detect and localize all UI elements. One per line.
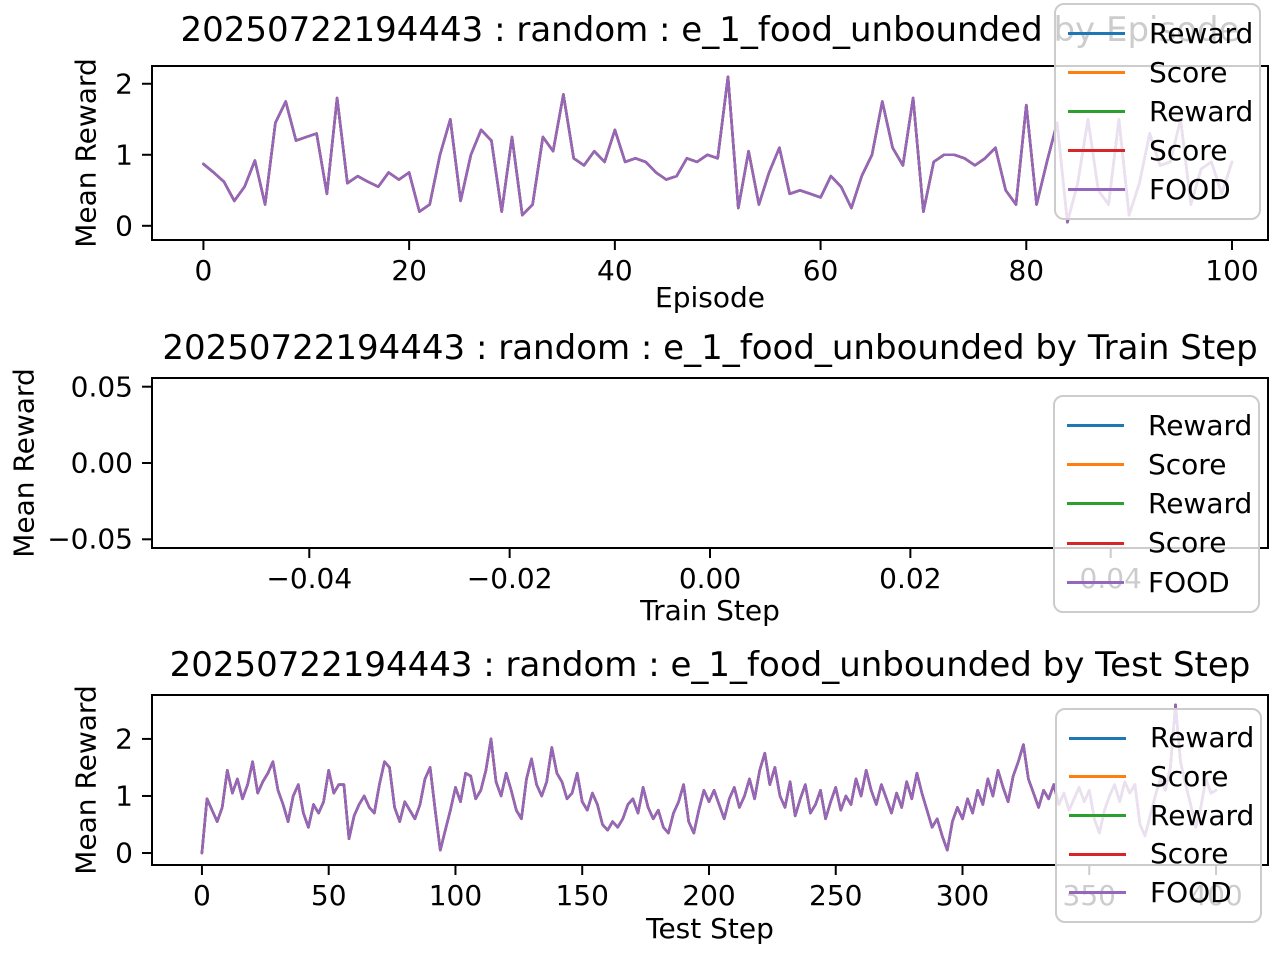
- legend-item: Reward: [1057, 798, 1260, 832]
- x-tick-label: 0: [193, 879, 211, 912]
- legend-item: Reward: [1055, 408, 1258, 442]
- legend-label: Reward: [1149, 16, 1254, 50]
- x-tick-label: 100: [428, 879, 483, 912]
- legend-line-swatch: [1068, 109, 1125, 113]
- legend-item: Score: [1057, 837, 1260, 871]
- legend-label: FOOD: [1149, 172, 1231, 206]
- chart-1-x-axis-label: Episode: [655, 281, 765, 314]
- legend-line-swatch: [1068, 188, 1125, 192]
- legend-label: Score: [1148, 526, 1227, 560]
- legend-item: FOOD: [1057, 876, 1260, 910]
- legend-line-swatch: [1068, 31, 1125, 35]
- chart-3-x-axis-label: Test Step: [646, 912, 774, 945]
- x-tick-label: 40: [597, 254, 633, 287]
- y-tick-label: 0.05: [70, 370, 133, 404]
- chart-2-legend: Reward Score Reward Score FOOD: [1053, 395, 1260, 613]
- legend-item: Score: [1056, 133, 1259, 167]
- legend-line-swatch: [1069, 813, 1126, 817]
- legend-line-swatch: [1069, 775, 1126, 779]
- legend-label: Score: [1150, 837, 1229, 871]
- chart-2-title: 20250722194443 : random : e_1_food_unbou…: [162, 328, 1258, 368]
- legend-label: FOOD: [1148, 565, 1230, 599]
- x-tick-label: 0: [194, 254, 213, 287]
- legend-line-swatch: [1069, 852, 1126, 856]
- y-tick-label: 1: [115, 138, 133, 172]
- legend-line-swatch: [1067, 424, 1124, 428]
- legend-label: Score: [1149, 133, 1228, 167]
- x-tick-label: 250: [809, 879, 863, 912]
- legend-label: Reward: [1150, 721, 1255, 755]
- x-tick-label: 300: [935, 879, 990, 912]
- legend-label: Reward: [1149, 94, 1254, 128]
- x-tick-label: 150: [555, 879, 609, 912]
- legend-item: Score: [1057, 762, 1260, 791]
- x-tick-label: 60: [802, 254, 839, 287]
- legend-item: Reward: [1057, 721, 1260, 755]
- x-tick-label: 80: [1008, 254, 1045, 287]
- legend-item: FOOD: [1055, 565, 1258, 599]
- y-tick-label: 0: [115, 209, 133, 243]
- chart-3-legend: Reward Score Reward Score FOOD: [1055, 708, 1262, 923]
- legend-line-swatch: [1068, 70, 1125, 74]
- x-tick-label: 20: [391, 254, 427, 287]
- legend-line-swatch: [1067, 580, 1124, 584]
- chart-3-title: 20250722194443 : random : e_1_food_unbou…: [169, 645, 1251, 685]
- legend-label: Score: [1149, 55, 1228, 89]
- x-tick-label: 0.02: [879, 562, 942, 595]
- legend-line-swatch: [1067, 541, 1124, 545]
- legend-item: Score: [1055, 526, 1258, 560]
- y-tick-label: 2: [115, 67, 133, 101]
- y-tick-label: −0.05: [47, 522, 133, 556]
- x-tick-label: 50: [310, 879, 347, 912]
- chart-1-plot-area: [151, 65, 1269, 241]
- legend-line-swatch: [1068, 149, 1125, 153]
- legend-line-swatch: [1067, 463, 1124, 467]
- legend-item: FOOD: [1056, 175, 1259, 204]
- x-tick-label: −0.02: [466, 562, 553, 595]
- legend-label: Reward: [1148, 408, 1253, 442]
- chart-1-legend: Reward Score Reward Score FOOD: [1054, 3, 1261, 220]
- legend-item: Reward: [1056, 94, 1259, 128]
- y-tick-label: 2: [115, 722, 133, 756]
- legend-label: FOOD: [1150, 876, 1232, 910]
- chart-3-plot-area: [151, 694, 1269, 866]
- x-tick-label: 0.00: [678, 562, 742, 595]
- legend-item: Reward: [1055, 487, 1258, 521]
- x-tick-label: 200: [682, 879, 736, 912]
- legend-item: Reward: [1056, 16, 1259, 50]
- y-tick-label: 0: [115, 836, 133, 870]
- legend-line-swatch: [1067, 502, 1124, 506]
- y-tick-label: 0.00: [70, 446, 133, 480]
- x-tick-label: 100: [1205, 254, 1259, 287]
- chart-2-x-axis-label: Train Step: [640, 594, 780, 627]
- legend-line-swatch: [1069, 736, 1126, 740]
- legend-label: Score: [1148, 448, 1227, 482]
- legend-label: Score: [1150, 760, 1229, 794]
- y-tick-label: 1: [115, 779, 133, 813]
- x-tick-label: −0.04: [266, 562, 353, 595]
- legend-label: Reward: [1148, 487, 1253, 521]
- food-line: [200, 703, 1218, 855]
- legend-label: Reward: [1150, 798, 1255, 832]
- legend-item: Score: [1055, 450, 1258, 479]
- legend-item: Score: [1056, 55, 1259, 89]
- legend-line-swatch: [1069, 891, 1126, 895]
